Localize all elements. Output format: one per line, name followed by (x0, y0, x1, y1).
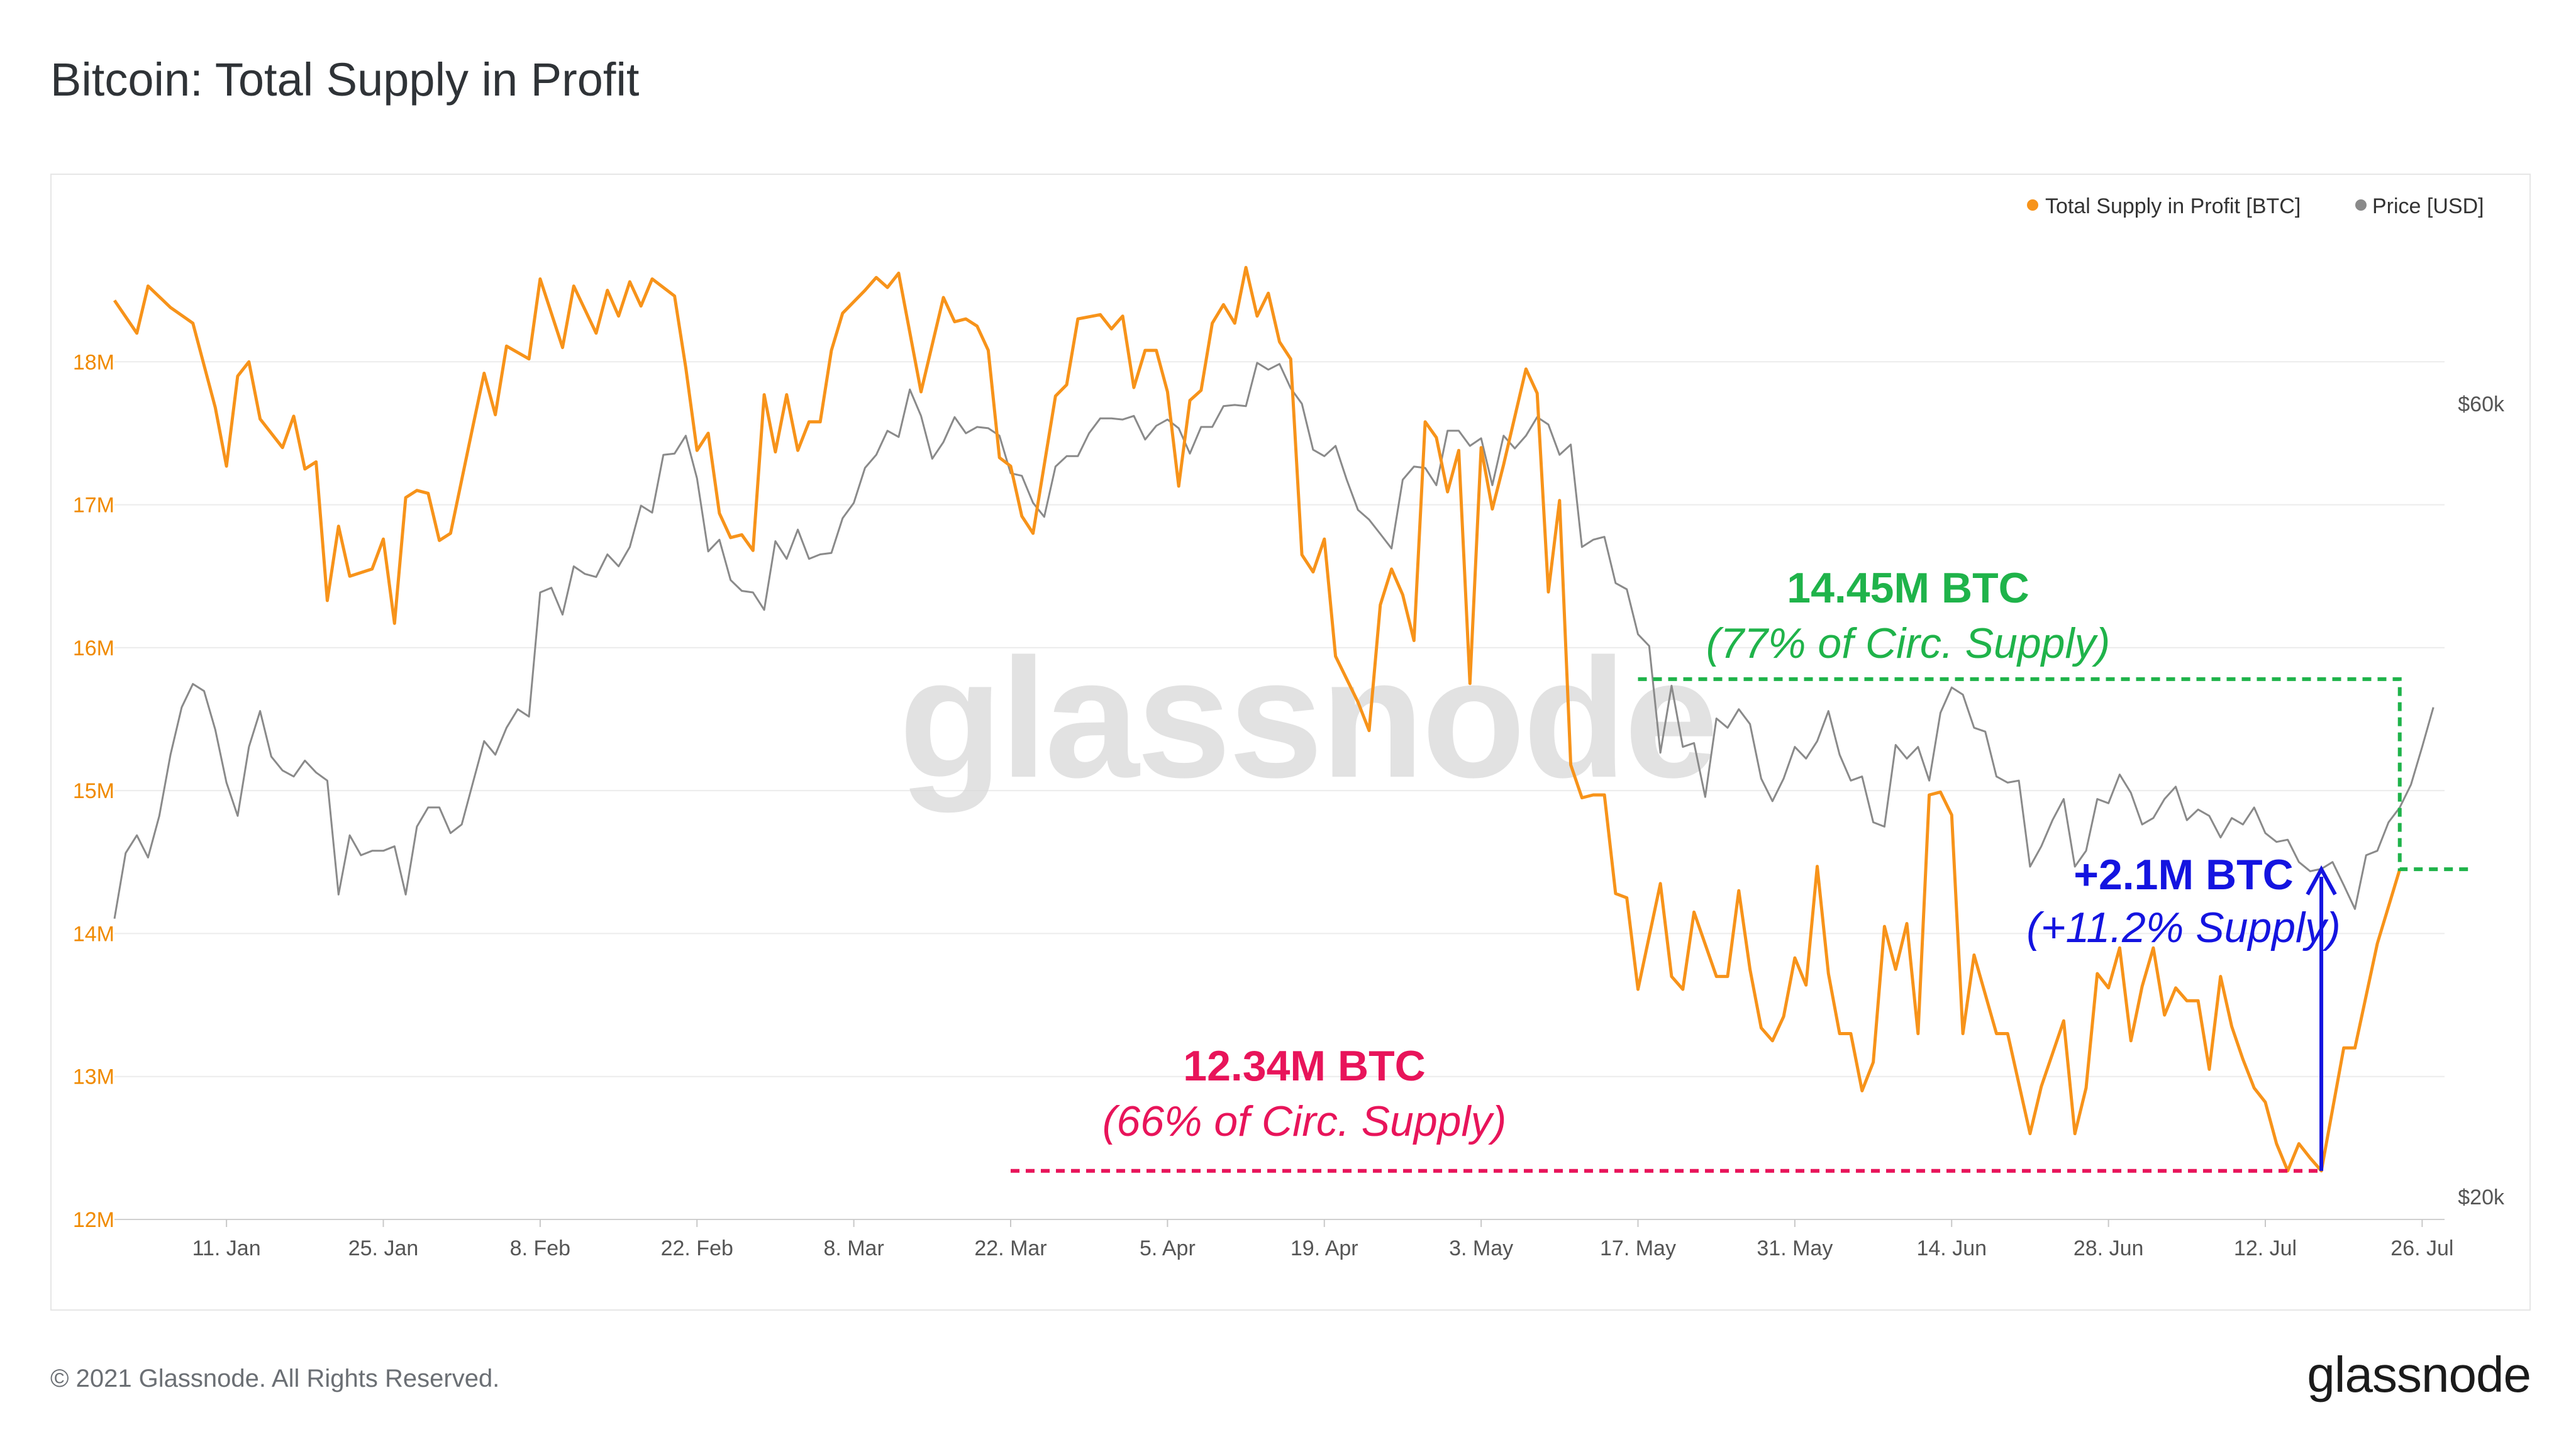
legend-supply-marker (2027, 199, 2038, 211)
chart-frame: glassnode 12M 13M 14M 15M 16M 17M 18M $20k $60k… (50, 174, 2531, 1311)
annotation-change-sublabel: (+11.2% Supply) (2026, 904, 2341, 952)
annotation-change-label: +2.1M BTC (2074, 851, 2294, 899)
legend: Total Supply in Profit [BTC] Price [USD] (2027, 194, 2484, 218)
x-tick-label: 5. Apr (1140, 1236, 1196, 1260)
y-left-tick-label: 15M (73, 779, 114, 803)
y-left-tick-label: 14M (73, 922, 114, 946)
x-tick-label: 22. Mar (974, 1236, 1046, 1260)
legend-item-supply[interactable]: Total Supply in Profit [BTC] (2027, 194, 2301, 218)
x-tick-label: 12. Jul (2234, 1236, 2297, 1260)
x-tick-label: 8. Mar (823, 1236, 884, 1260)
annotation-layer: 14.45M BTC (77% of Circ. Supply) 12.34M BT… (1011, 564, 2469, 1173)
annotation-peak-line (1638, 677, 2469, 872)
legend-price-marker (2355, 199, 2367, 211)
series-line-supply (113, 265, 2402, 1173)
footer-logo: glassnode (2307, 1346, 2531, 1402)
x-tick-label: 22. Feb (661, 1236, 733, 1260)
y-left-tick-label: 12M (73, 1208, 114, 1232)
annotation-peak-label: 14.45M BTC (1787, 564, 2029, 612)
x-tick-label: 19. Apr (1291, 1236, 1358, 1260)
y-right-tick-label: $20k (2458, 1185, 2505, 1209)
x-tick-label: 3. May (1449, 1236, 1513, 1260)
x-tick-label: 14. Jun (1916, 1236, 1987, 1260)
page-title: Bitcoin: Total Supply in Profit (50, 53, 640, 106)
annotation-low-label: 12.34M BTC (1183, 1042, 1425, 1090)
y-left-tick-label: 18M (73, 350, 114, 374)
chart: glassnode 12M 13M 14M 15M 16M 17M 18M $20k $60k… (73, 194, 2505, 1260)
watermark: glassnode (899, 624, 1716, 814)
series-line-price (113, 362, 2434, 919)
y-left-tick-label: 16M (73, 636, 114, 660)
annotation-peak-sublabel: (77% of Circ. Supply) (1706, 619, 2110, 667)
annotation-change-arrowhead (2306, 865, 2337, 896)
y-left-axis: 12M 13M 14M 15M 16M 17M 18M (73, 350, 114, 1232)
x-tick-label: 17. May (1600, 1236, 1676, 1260)
footer-copyright: © 2021 Glassnode. All Rights Reserved. (50, 1365, 500, 1392)
annotation-low-sublabel: (66% of Circ. Supply) (1102, 1097, 1506, 1145)
series-layer (113, 265, 2434, 1173)
y-left-tick-label: 13M (73, 1065, 114, 1089)
x-tick-label: 31. May (1757, 1236, 1833, 1260)
x-tick-label: 25. Jan (348, 1236, 419, 1260)
legend-price-label: Price [USD] (2372, 194, 2484, 218)
x-axis: 11. Jan 25. Jan 8. Feb 22. Feb 8. Mar 22. Mar… (114, 1219, 2453, 1260)
x-tick-label: 11. Jan (192, 1236, 261, 1260)
legend-item-price[interactable]: Price [USD] (2355, 194, 2484, 218)
legend-supply-label: Total Supply in Profit [BTC] (2045, 194, 2301, 218)
y-right-tick-label: $60k (2458, 392, 2505, 416)
x-tick-label: 28. Jun (2074, 1236, 2144, 1260)
y-right-axis: $20k $60k (2458, 392, 2505, 1209)
y-left-tick-label: 17M (73, 494, 114, 518)
x-tick-label: 26. Jul (2390, 1236, 2453, 1260)
x-tick-label: 8. Feb (510, 1236, 570, 1260)
